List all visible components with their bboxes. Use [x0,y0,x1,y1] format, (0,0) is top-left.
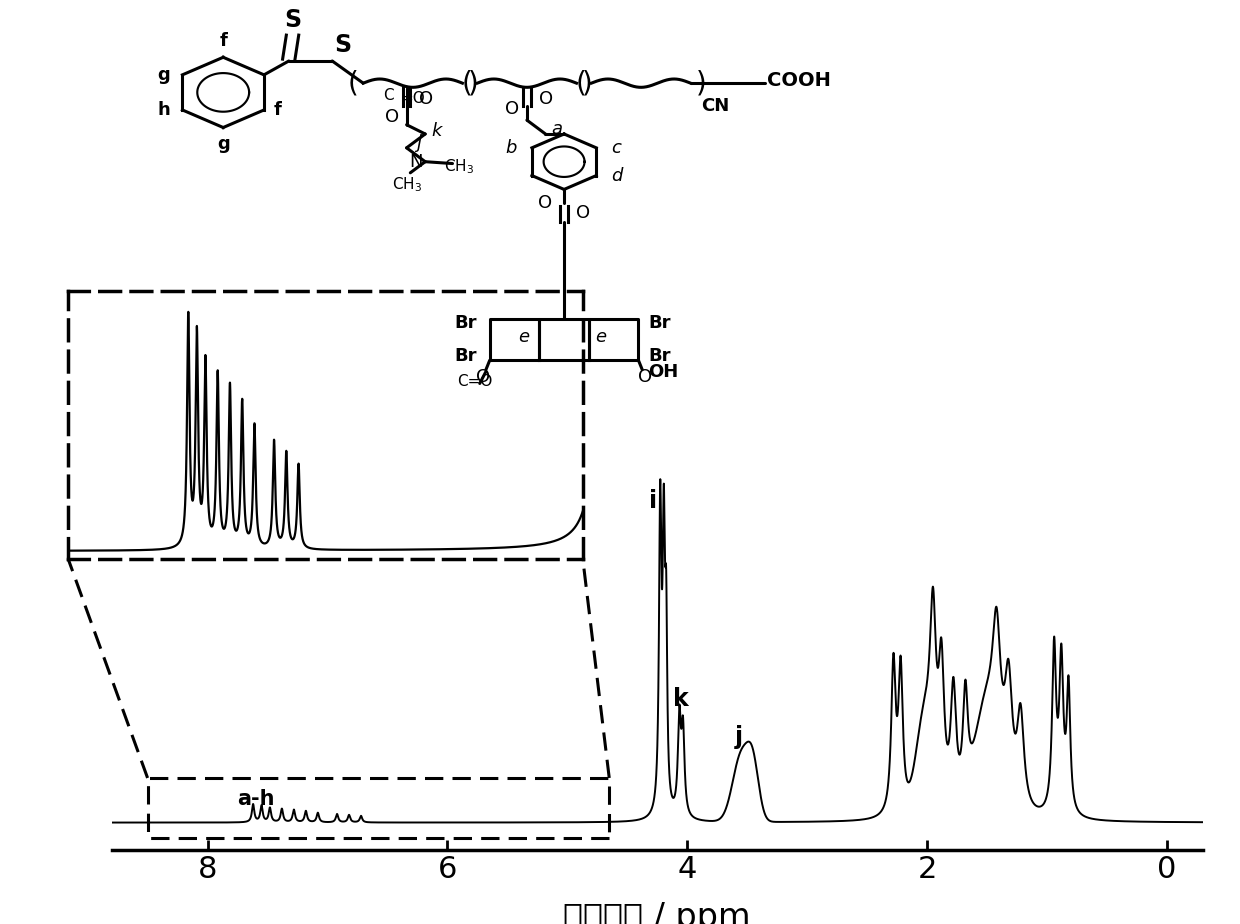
Text: Br: Br [649,314,671,333]
Text: g: g [157,66,170,84]
Text: COOH: COOH [768,71,831,90]
Text: e: e [518,328,529,346]
Text: d: d [611,166,622,185]
Text: j: j [417,134,422,152]
Text: N: N [409,152,423,171]
Text: g: g [217,135,229,152]
Text: ): ) [467,69,479,97]
Text: Br: Br [455,346,477,365]
Bar [148,778,609,838]
Text: OH: OH [649,363,678,381]
Text: f: f [274,101,281,119]
Text: Br: Br [455,314,477,333]
Text: O: O [476,368,491,385]
X-axis label: 化学位移 / ppm: 化学位移 / ppm [563,901,751,924]
Text: f: f [219,32,227,50]
Text: h: h [157,101,170,119]
Text: CN: CN [702,97,729,115]
Text: C=O: C=O [458,374,492,389]
Text: ): ) [582,69,593,97]
Text: (: ( [575,69,587,97]
Text: CH$_3$: CH$_3$ [444,157,474,176]
Text: Br: Br [649,346,671,365]
Text: c: c [611,139,621,157]
Text: a: a [552,120,563,139]
Text: O: O [637,368,652,385]
Text: S: S [284,8,301,32]
Text: k: k [673,687,688,711]
Text: ): ) [696,69,707,97]
Text: S: S [335,33,352,57]
Text: (: ( [347,69,358,97]
Text: O: O [419,90,433,108]
Text: CH$_3$: CH$_3$ [392,176,422,194]
Text: C: C [383,88,393,103]
Text: k: k [432,122,441,140]
Text: i: i [649,490,657,514]
Text: e: e [595,328,606,346]
Text: =O: =O [401,91,425,106]
Text: O: O [539,90,553,108]
Text: a-h: a-h [237,789,274,809]
Text: O: O [577,203,590,222]
Text: O: O [384,108,399,127]
Text: b: b [506,139,517,157]
Text: (: ( [461,69,472,97]
Text: j: j [735,724,743,748]
Text: O: O [538,194,553,213]
Text: O: O [505,100,520,117]
